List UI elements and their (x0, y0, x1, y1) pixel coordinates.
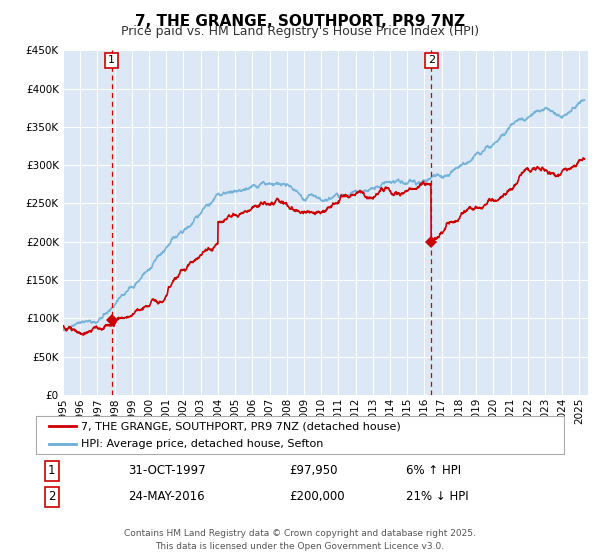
Text: 1: 1 (108, 55, 115, 66)
Text: £97,950: £97,950 (289, 464, 338, 477)
Text: HPI: Average price, detached house, Sefton: HPI: Average price, detached house, Seft… (81, 439, 323, 449)
Text: 7, THE GRANGE, SOUTHPORT, PR9 7NZ: 7, THE GRANGE, SOUTHPORT, PR9 7NZ (135, 14, 465, 29)
Text: 31-OCT-1997: 31-OCT-1997 (128, 464, 206, 477)
Text: 2: 2 (428, 55, 435, 66)
Text: Contains HM Land Registry data © Crown copyright and database right 2025.
This d: Contains HM Land Registry data © Crown c… (124, 529, 476, 550)
Text: Price paid vs. HM Land Registry's House Price Index (HPI): Price paid vs. HM Land Registry's House … (121, 25, 479, 38)
Text: 6% ↑ HPI: 6% ↑ HPI (406, 464, 461, 477)
Text: £200,000: £200,000 (289, 491, 345, 503)
Text: 21% ↓ HPI: 21% ↓ HPI (406, 491, 468, 503)
Text: 2: 2 (48, 491, 56, 503)
Text: 24-MAY-2016: 24-MAY-2016 (128, 491, 205, 503)
Text: 1: 1 (48, 464, 56, 477)
Text: 7, THE GRANGE, SOUTHPORT, PR9 7NZ (detached house): 7, THE GRANGE, SOUTHPORT, PR9 7NZ (detac… (81, 421, 401, 431)
